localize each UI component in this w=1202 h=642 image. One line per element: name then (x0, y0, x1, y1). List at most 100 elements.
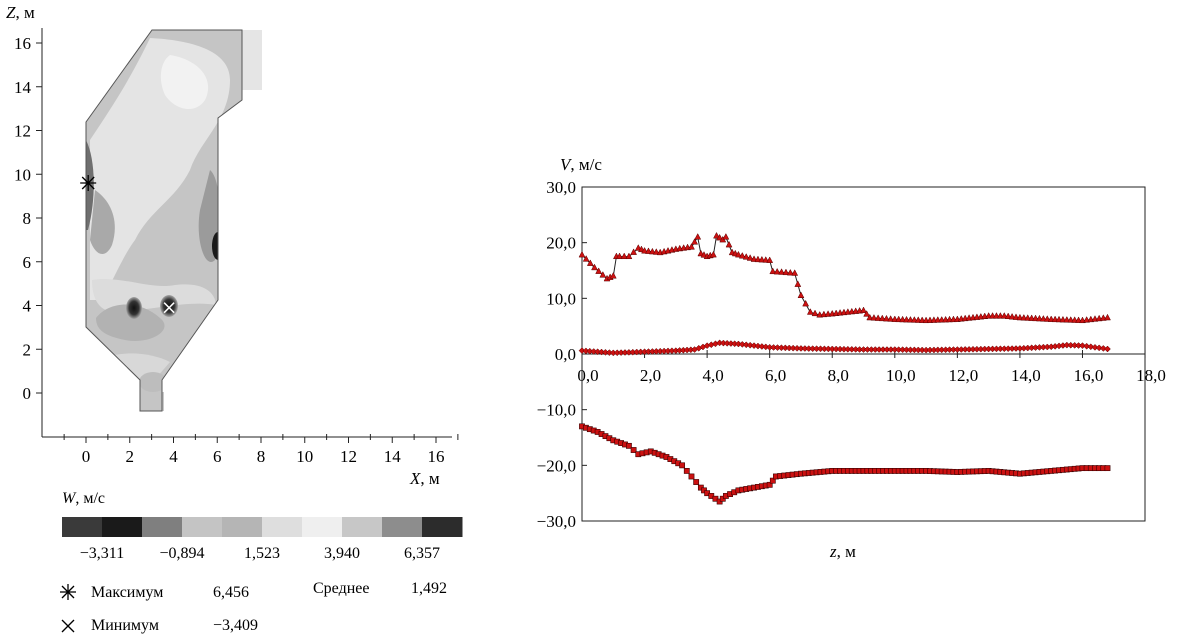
data-point (1012, 313, 1020, 320)
colorbar-swatch (342, 517, 383, 537)
data-point (652, 248, 660, 255)
data-point (1091, 343, 1099, 351)
contour-y-tick-label: 6 (23, 253, 32, 272)
data-point (887, 315, 895, 322)
series-line (581, 235, 1108, 322)
furnace-field (85, 29, 262, 412)
colorbar-tick-label: −3,311 (80, 545, 124, 562)
data-point (738, 251, 746, 259)
data-point (870, 314, 878, 321)
colorbar-tick-label: −0,894 (159, 545, 204, 562)
data-point (709, 250, 717, 258)
line-y-tick-label: −20,0 (537, 456, 576, 475)
line-x-tick-label: 6,0 (765, 366, 786, 385)
data-point (713, 231, 720, 239)
colorbar-label: W, м/с (62, 490, 105, 507)
contour-y-tick-label: 4 (23, 297, 32, 316)
line-y-label: V, м/с (560, 155, 602, 174)
data-point (1087, 343, 1095, 351)
data-point (797, 291, 805, 298)
data-point (1000, 312, 1008, 319)
data-point (860, 306, 867, 314)
data-point (863, 310, 871, 317)
min-value: −3,409 (213, 617, 258, 634)
data-point (691, 238, 699, 245)
contour-y-tick-label: 2 (23, 340, 32, 359)
contour-x-tick-label: 10 (296, 447, 313, 466)
data-point (758, 255, 766, 263)
line-x-tick-label: 10,0 (886, 366, 916, 385)
contour-x-tick-label: 8 (257, 447, 266, 466)
contour-x-tick-label: 4 (169, 447, 178, 466)
contour-y-label: Z, м (6, 3, 35, 22)
line-x-label: z, м (829, 542, 856, 561)
min-legend-icon (61, 619, 75, 633)
series-line (581, 425, 1108, 503)
data-point (688, 243, 695, 250)
data-point (725, 240, 733, 248)
line-x-tick-label: 0,0 (577, 366, 598, 385)
data-point (1099, 345, 1107, 352)
max-marker (80, 175, 97, 191)
data-point (734, 250, 742, 258)
data-point (1095, 344, 1103, 352)
data-point (1083, 342, 1091, 350)
line-chart: V, м/с 30,020,010,00,0−10,0−20,0−30,0 0,… (537, 155, 1166, 561)
contour-x-tick-label: 16 (428, 447, 445, 466)
colorbar-swatch (262, 517, 303, 537)
contour-y-tick-label: 14 (14, 78, 32, 97)
data-point (1004, 312, 1012, 320)
data-point (754, 255, 762, 263)
data-point (1104, 465, 1111, 472)
data-point (1104, 313, 1111, 321)
data-point (595, 267, 603, 274)
line-x-tick-label: 16,0 (1074, 366, 1104, 385)
data-point (782, 268, 790, 276)
colorbar-tick-label: 6,357 (404, 545, 440, 562)
data-point (683, 468, 690, 474)
colorbar-swatch (62, 517, 103, 537)
contour-y-tick-label: 16 (14, 34, 31, 53)
data-point (742, 253, 750, 260)
data-point (773, 267, 781, 275)
data-point (791, 269, 799, 276)
data-point (679, 462, 685, 469)
data-point (766, 481, 773, 488)
line-y-tick-label: 30,0 (546, 178, 576, 197)
line-y-tick-label: −10,0 (537, 401, 576, 420)
min-marker (163, 302, 175, 314)
contour-x-tick-label: 2 (126, 447, 135, 466)
data-point (769, 477, 776, 484)
series-triangle (578, 231, 1111, 324)
colorbar (62, 517, 463, 537)
min-label: Минимум (91, 617, 159, 634)
data-point (766, 256, 774, 263)
data-point (626, 442, 632, 449)
data-point (630, 248, 638, 255)
contour-y-tick-label: 0 (23, 384, 32, 403)
colorbar-tick-label: 3,940 (324, 545, 360, 562)
data-point (694, 233, 702, 240)
contour-x-tick-label: 14 (384, 447, 402, 466)
data-point (883, 314, 890, 322)
data-point (722, 233, 730, 240)
data-point (599, 271, 607, 278)
mean-label: Среднее (313, 580, 369, 597)
data-point (693, 479, 700, 485)
data-point (874, 314, 882, 321)
data-point (866, 313, 874, 321)
data-point (794, 280, 802, 287)
data-point (750, 255, 758, 262)
line-x-tick-label: 8,0 (828, 366, 849, 385)
series-diamond (578, 339, 1111, 357)
data-point (1104, 345, 1111, 353)
data-point (746, 254, 754, 261)
line-y-tick-label: 20,0 (546, 234, 576, 253)
data-point (802, 299, 810, 307)
data-point (616, 252, 623, 260)
data-point (630, 447, 637, 453)
colorbar-tick-label: 1,523 (244, 545, 280, 562)
max-legend-icon (60, 584, 76, 600)
data-point (591, 263, 598, 271)
